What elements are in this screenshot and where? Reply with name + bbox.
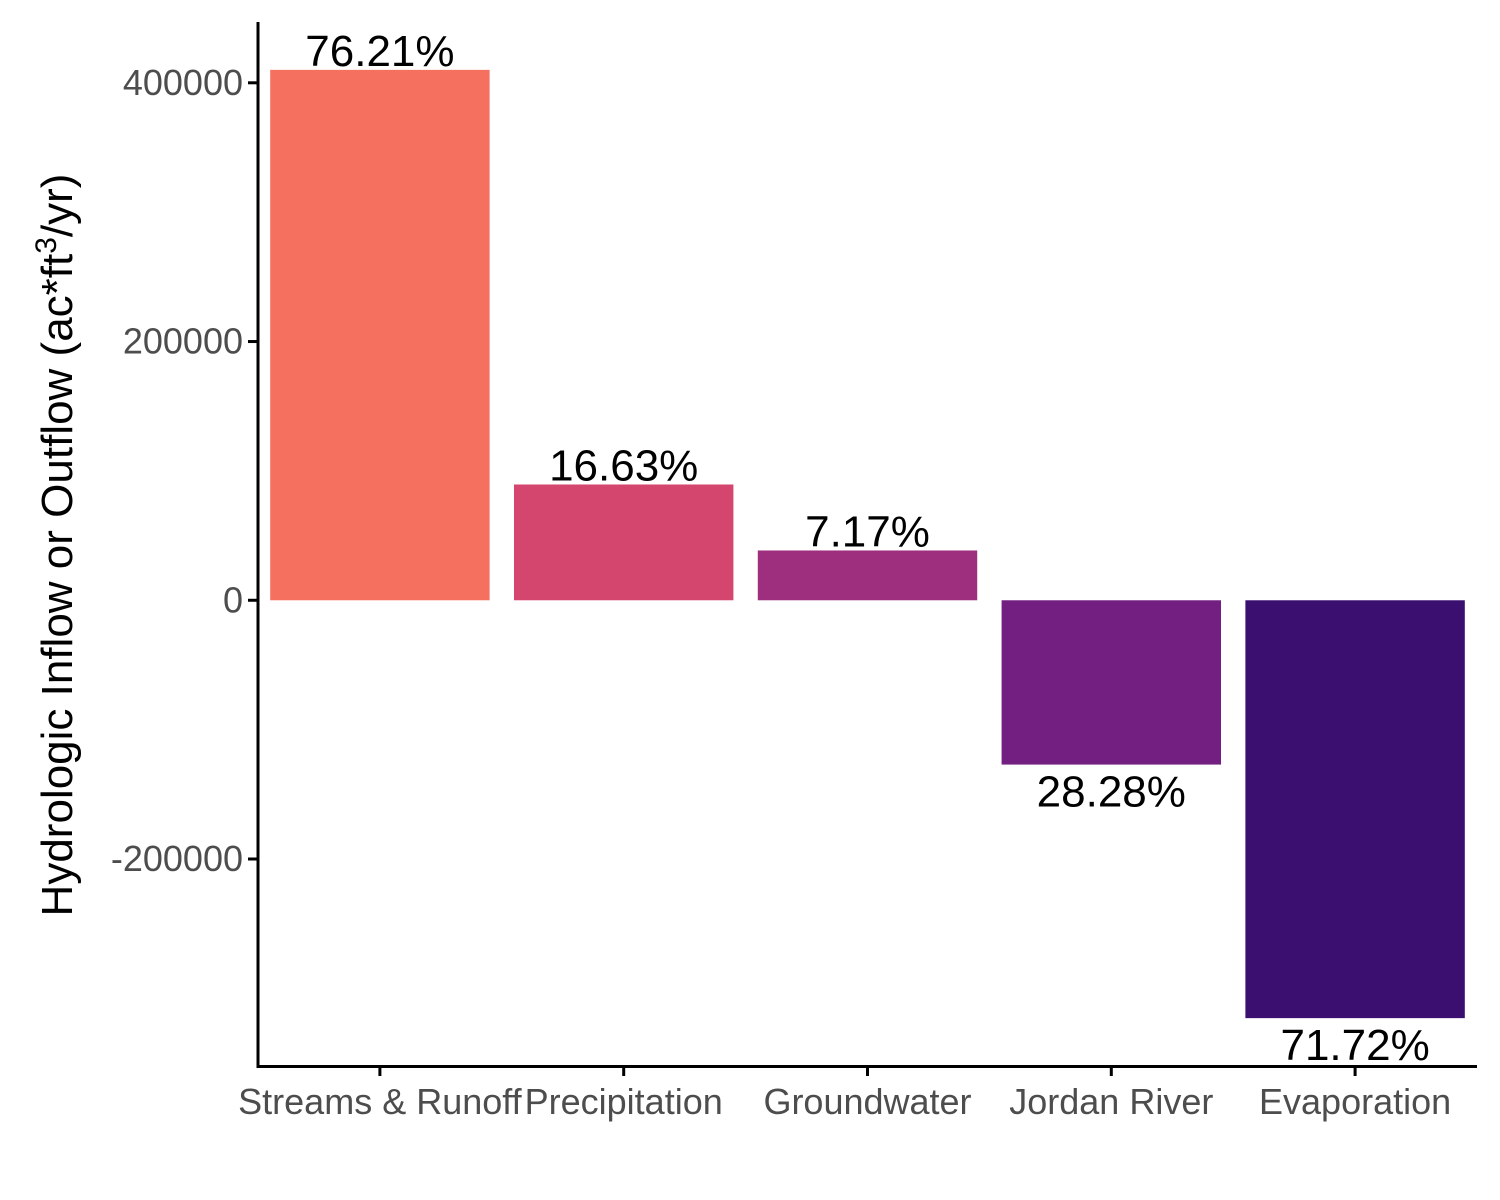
value-label-jordan-river: 28.28% (1037, 768, 1186, 817)
y-axis-title-suffix: /yr) (33, 174, 82, 238)
bar-streams-runoff (270, 69, 490, 601)
value-label-precipitation: 16.63% (549, 441, 698, 490)
y-tick-label: -200000 (111, 838, 243, 879)
x-tick-label-groundwater: Groundwater (763, 1081, 971, 1122)
y-axis-title-main: Hydrologic Inflow or Outflow (ac*ft (33, 254, 82, 917)
bar-jordan-river (1001, 600, 1222, 765)
bar-evaporation (1245, 600, 1465, 1019)
x-tick-label-streams-runoff: Streams & Runoff (238, 1081, 522, 1122)
y-axis-title-superscript: 3 (30, 237, 63, 254)
value-label-evaporation: 71.72% (1280, 1021, 1429, 1070)
bar-groundwater (757, 550, 978, 601)
bars-layer (270, 69, 1465, 1019)
x-tick-label-evaporation: Evaporation (1259, 1081, 1451, 1122)
y-tick-label: 400000 (123, 62, 243, 103)
value-label-groundwater: 7.17% (805, 507, 930, 556)
y-tick-label: 0 (223, 579, 243, 620)
value-label-streams-runoff: 76.21% (305, 27, 454, 76)
value-labels-layer: 76.21% 16.63% 7.17% 28.28% 71.72% (305, 27, 1429, 1070)
x-tick-label-jordan-river: Jordan River (1009, 1081, 1213, 1122)
x-tick-label-precipitation: Precipitation (525, 1081, 723, 1122)
bar-precipitation (513, 484, 734, 601)
y-axis-ticks: -200000 0 200000 400000 (111, 62, 258, 879)
y-axis-title: Hydrologic Inflow or Outflow (ac*ft3/yr) (30, 174, 83, 917)
x-axis-ticks: Streams & Runoff Precipitation Groundwater… (238, 1066, 1451, 1122)
y-tick-label: 200000 (123, 321, 243, 362)
